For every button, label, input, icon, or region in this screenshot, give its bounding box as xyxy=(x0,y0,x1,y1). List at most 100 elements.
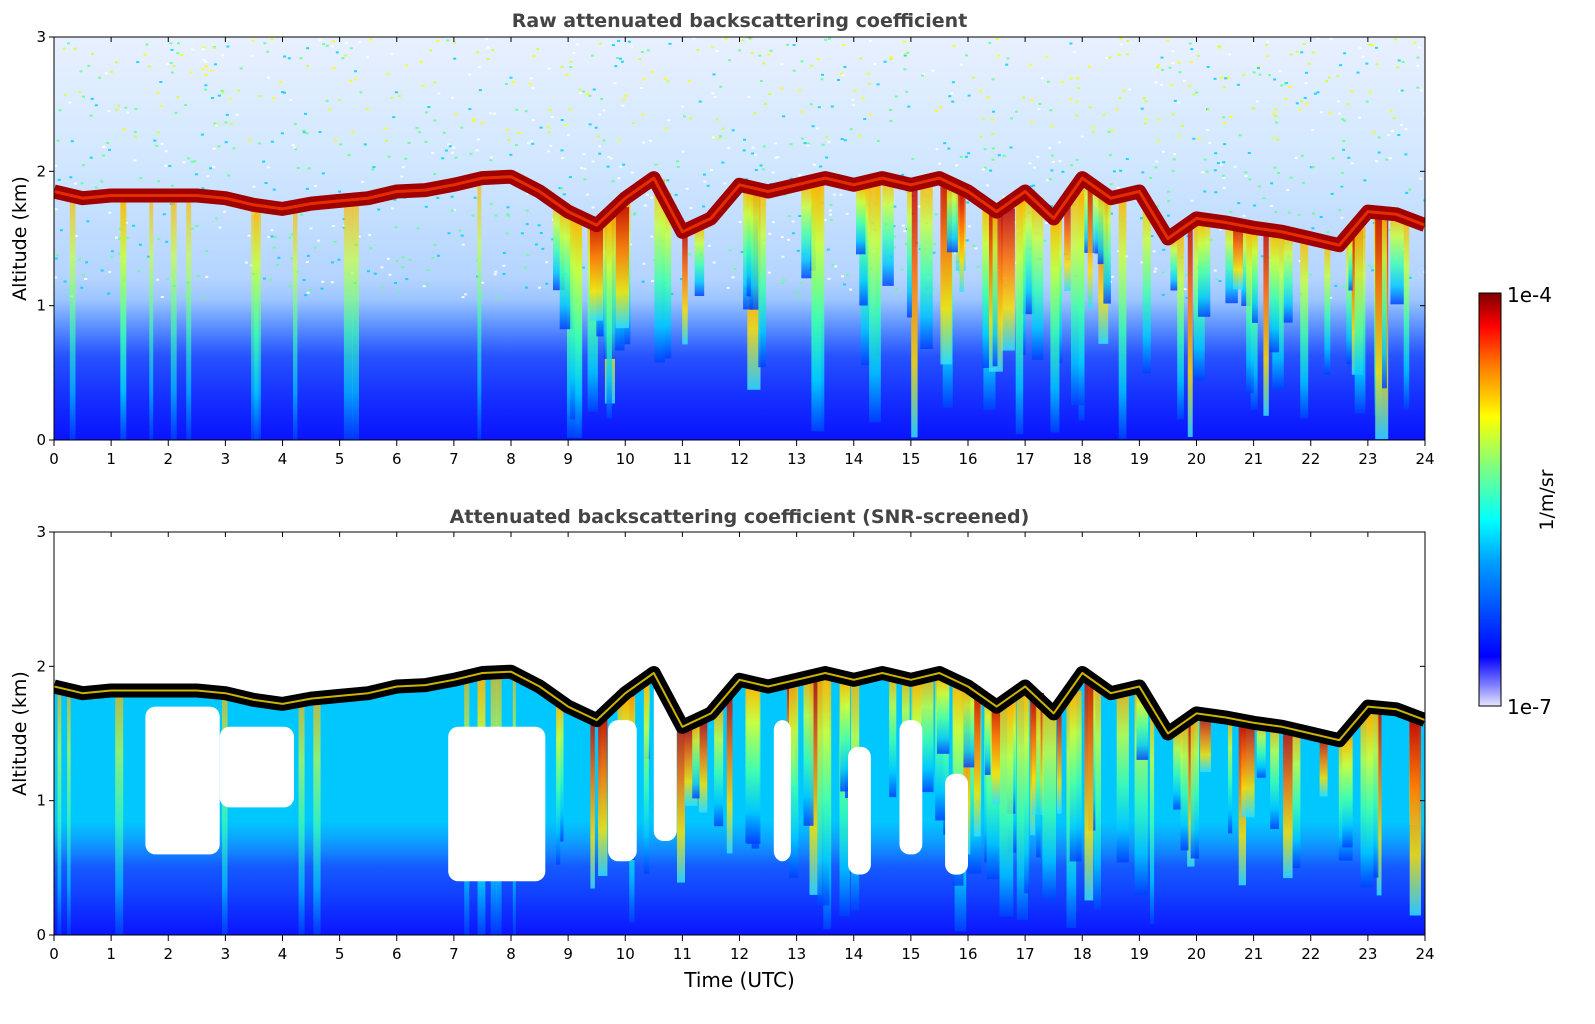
precip-streak xyxy=(726,694,733,854)
noise-speck xyxy=(826,248,830,251)
noise-speck xyxy=(1048,178,1052,181)
noise-speck xyxy=(1309,273,1313,276)
noise-speck xyxy=(509,76,513,79)
noise-speck xyxy=(759,164,763,167)
noise-speck xyxy=(266,76,270,79)
noise-speck xyxy=(1160,83,1164,86)
noise-speck xyxy=(1058,141,1062,144)
noise-speck xyxy=(1229,210,1233,213)
noise-speck xyxy=(997,154,1001,157)
precip-streak xyxy=(856,184,866,255)
noise-speck xyxy=(750,52,754,54)
noise-speck xyxy=(1340,171,1344,174)
noise-speck xyxy=(517,132,521,134)
noise-speck xyxy=(1150,235,1154,238)
noise-speck xyxy=(442,131,446,134)
noise-speck xyxy=(214,217,218,220)
noise-speck xyxy=(1329,296,1333,299)
noise-speck xyxy=(798,215,802,217)
noise-speck xyxy=(1154,267,1158,270)
noise-speck xyxy=(646,49,650,52)
noise-speck xyxy=(1329,38,1333,40)
bottom-x-axis: 0 1 2 3 4 5 6 7 8 9 10 11 12 13 14 15 16 17 18 19 20 21 22 23 24 xyxy=(49,532,1435,963)
noise-speck xyxy=(583,178,587,181)
noise-speck xyxy=(294,148,298,151)
noise-speck xyxy=(1223,86,1226,89)
noise-speck xyxy=(397,291,401,293)
noise-speck xyxy=(831,264,835,267)
precip-streak xyxy=(946,181,958,253)
noise-speck xyxy=(306,47,310,50)
precip-streak xyxy=(749,187,759,310)
noise-speck xyxy=(464,293,468,296)
precip-streak xyxy=(758,189,767,368)
noise-speck xyxy=(118,237,121,240)
noise-speck xyxy=(1154,166,1158,169)
noise-speck xyxy=(967,152,971,155)
noise-speck xyxy=(917,205,921,208)
noise-speck xyxy=(1423,199,1425,202)
noise-speck xyxy=(1161,68,1164,71)
noise-speck xyxy=(964,155,968,158)
noise-speck xyxy=(446,39,450,42)
noise-speck xyxy=(866,72,870,75)
noise-speck xyxy=(1313,92,1317,95)
noise-speck xyxy=(792,44,796,46)
noise-speck xyxy=(59,229,63,232)
precip-streak xyxy=(598,718,608,876)
noise-speck xyxy=(1368,43,1372,46)
noise-speck xyxy=(922,72,926,75)
noise-speck xyxy=(177,42,180,45)
noise-speck xyxy=(281,91,284,94)
noise-speck xyxy=(1140,107,1144,110)
noise-speck xyxy=(1228,53,1232,56)
noise-speck xyxy=(252,185,256,188)
noise-speck xyxy=(1233,165,1237,168)
noise-speck xyxy=(288,285,292,288)
noise-speck xyxy=(738,221,742,223)
noise-speck xyxy=(1048,146,1052,149)
noise-speck xyxy=(861,97,865,100)
noise-speck xyxy=(1149,176,1153,179)
noise-speck xyxy=(827,277,831,280)
noise-speck xyxy=(235,113,239,116)
noise-speck xyxy=(343,54,347,57)
noise-speck xyxy=(164,164,168,167)
noise-speck xyxy=(1140,261,1144,264)
noise-speck xyxy=(98,76,102,79)
noise-speck xyxy=(225,113,229,116)
precip-streak xyxy=(839,676,850,916)
noise-speck xyxy=(640,51,644,53)
noise-speck xyxy=(780,63,784,66)
noise-speck xyxy=(1350,162,1354,165)
x-tick-label: 3 xyxy=(221,945,231,963)
noise-speck xyxy=(1156,139,1160,142)
noise-speck xyxy=(960,63,963,66)
noise-speck xyxy=(401,166,405,169)
noise-speck xyxy=(89,156,93,159)
noise-speck xyxy=(201,68,205,71)
noise-speck xyxy=(333,240,337,243)
precip-streak xyxy=(1015,198,1024,435)
noise-speck xyxy=(354,70,357,73)
noise-speck xyxy=(789,143,793,146)
noise-speck xyxy=(1400,89,1404,92)
x-tick-label: 5 xyxy=(335,450,345,468)
noise-speck xyxy=(1319,111,1323,114)
noise-speck xyxy=(512,81,516,84)
noise-speck xyxy=(392,116,396,119)
noise-speck xyxy=(1201,171,1205,174)
noise-speck xyxy=(251,39,255,42)
top-cloud-edge xyxy=(54,175,1425,247)
noise-speck xyxy=(180,54,184,57)
noise-speck xyxy=(393,198,397,201)
noise-speck xyxy=(776,156,780,158)
noise-speck xyxy=(640,87,643,89)
noise-speck xyxy=(1363,179,1367,182)
noise-speck xyxy=(1237,202,1241,205)
colorbar-gradient xyxy=(1478,292,1502,707)
noise-speck xyxy=(539,232,543,234)
precip-streak xyxy=(1200,713,1211,773)
noise-speck xyxy=(712,261,716,264)
noise-speck xyxy=(905,90,909,93)
